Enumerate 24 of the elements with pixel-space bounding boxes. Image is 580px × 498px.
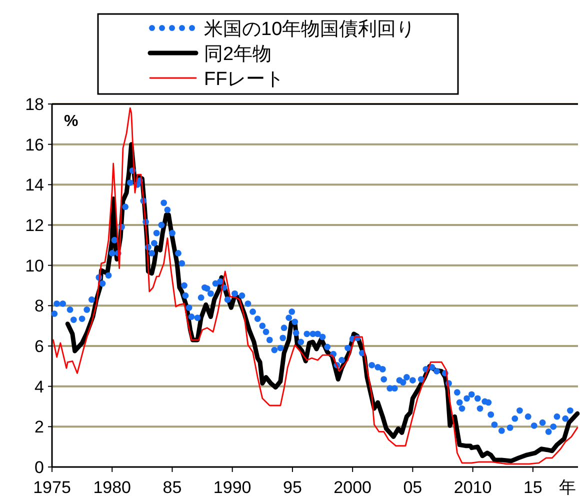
y-tick-label: 14 bbox=[25, 176, 44, 195]
x-axis-title: 年 bbox=[559, 478, 576, 497]
x-tick-label: 2010 bbox=[454, 478, 492, 497]
y-tick-label: 18 bbox=[25, 95, 44, 114]
y-tick-label: 2 bbox=[34, 418, 44, 437]
x-tick-label: 15 bbox=[523, 478, 542, 497]
y-tick-label: 8 bbox=[34, 296, 44, 316]
x-tick-label: 05 bbox=[403, 478, 422, 497]
y-axis-title: % bbox=[64, 113, 78, 130]
x-tick-label: 1980 bbox=[93, 478, 132, 497]
y-tick-label: 6 bbox=[34, 337, 44, 356]
y-tick-label: 0 bbox=[34, 458, 44, 477]
x-tick-label: 2000 bbox=[334, 478, 372, 497]
legend-label: 同2年物 bbox=[204, 44, 272, 65]
y-tick-label: 4 bbox=[34, 377, 44, 396]
legend-label: FFレート bbox=[204, 69, 284, 90]
x-tick-label: 95 bbox=[282, 478, 302, 497]
y-tick-label: 16 bbox=[25, 135, 44, 154]
x-tick-label: 1990 bbox=[213, 478, 252, 497]
y-tick-label: 10 bbox=[25, 256, 44, 276]
legend-label: 米国の10年物国債利回り bbox=[204, 19, 416, 40]
x-tick-label: 1975 bbox=[33, 478, 71, 497]
x-tick-label: 85 bbox=[162, 478, 182, 497]
y-tick-label: 12 bbox=[25, 216, 44, 235]
